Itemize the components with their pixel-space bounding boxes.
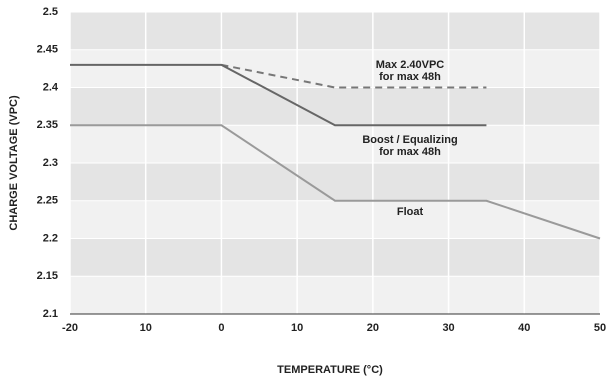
x-tick-label: 0	[218, 322, 224, 334]
annotation: for max 48h	[379, 71, 441, 83]
y-tick-label: 2.15	[37, 270, 58, 282]
y-tick-label: 2.3	[43, 157, 58, 169]
y-tick-label: 2.4	[43, 81, 59, 93]
y-tick-label: 2.1	[43, 308, 58, 320]
x-tick-label: 30	[442, 322, 454, 334]
y-tick-label: 2.5	[43, 6, 58, 18]
series-line	[221, 63, 487, 89]
annotation: Float	[397, 206, 424, 218]
x-tick-label: 40	[518, 322, 530, 334]
x-tick-label: 10	[291, 322, 303, 334]
grid-band	[70, 87, 600, 126]
y-tick-label: 2.35	[37, 119, 58, 131]
y-axis-label: CHARGE VOLTAGE (VPC)	[8, 95, 20, 231]
grid-band	[70, 238, 600, 277]
x-tick-label: -20	[62, 322, 78, 334]
annotation: Boost / Equalizing	[362, 134, 457, 146]
grid-band	[70, 163, 600, 201]
grid-band	[70, 49, 600, 88]
x-axis-label: TEMPERATURE (°C)	[277, 364, 383, 376]
grid-band	[70, 12, 600, 50]
x-tick-label: 20	[367, 322, 379, 334]
grid-band	[70, 276, 600, 314]
annotation: Max 2.40VPC	[376, 59, 445, 71]
grid-band	[70, 200, 600, 239]
y-tick-label: 2.25	[37, 195, 58, 207]
annotation: for max 48h	[379, 146, 441, 158]
y-tick-label: 2.45	[37, 44, 58, 56]
series-line	[70, 63, 487, 127]
x-tick-label: 50	[594, 322, 606, 334]
x-tick-label: 10	[140, 322, 152, 334]
series-line	[70, 124, 601, 240]
grid-band	[70, 125, 600, 163]
y-tick-label: 2.2	[43, 232, 58, 244]
